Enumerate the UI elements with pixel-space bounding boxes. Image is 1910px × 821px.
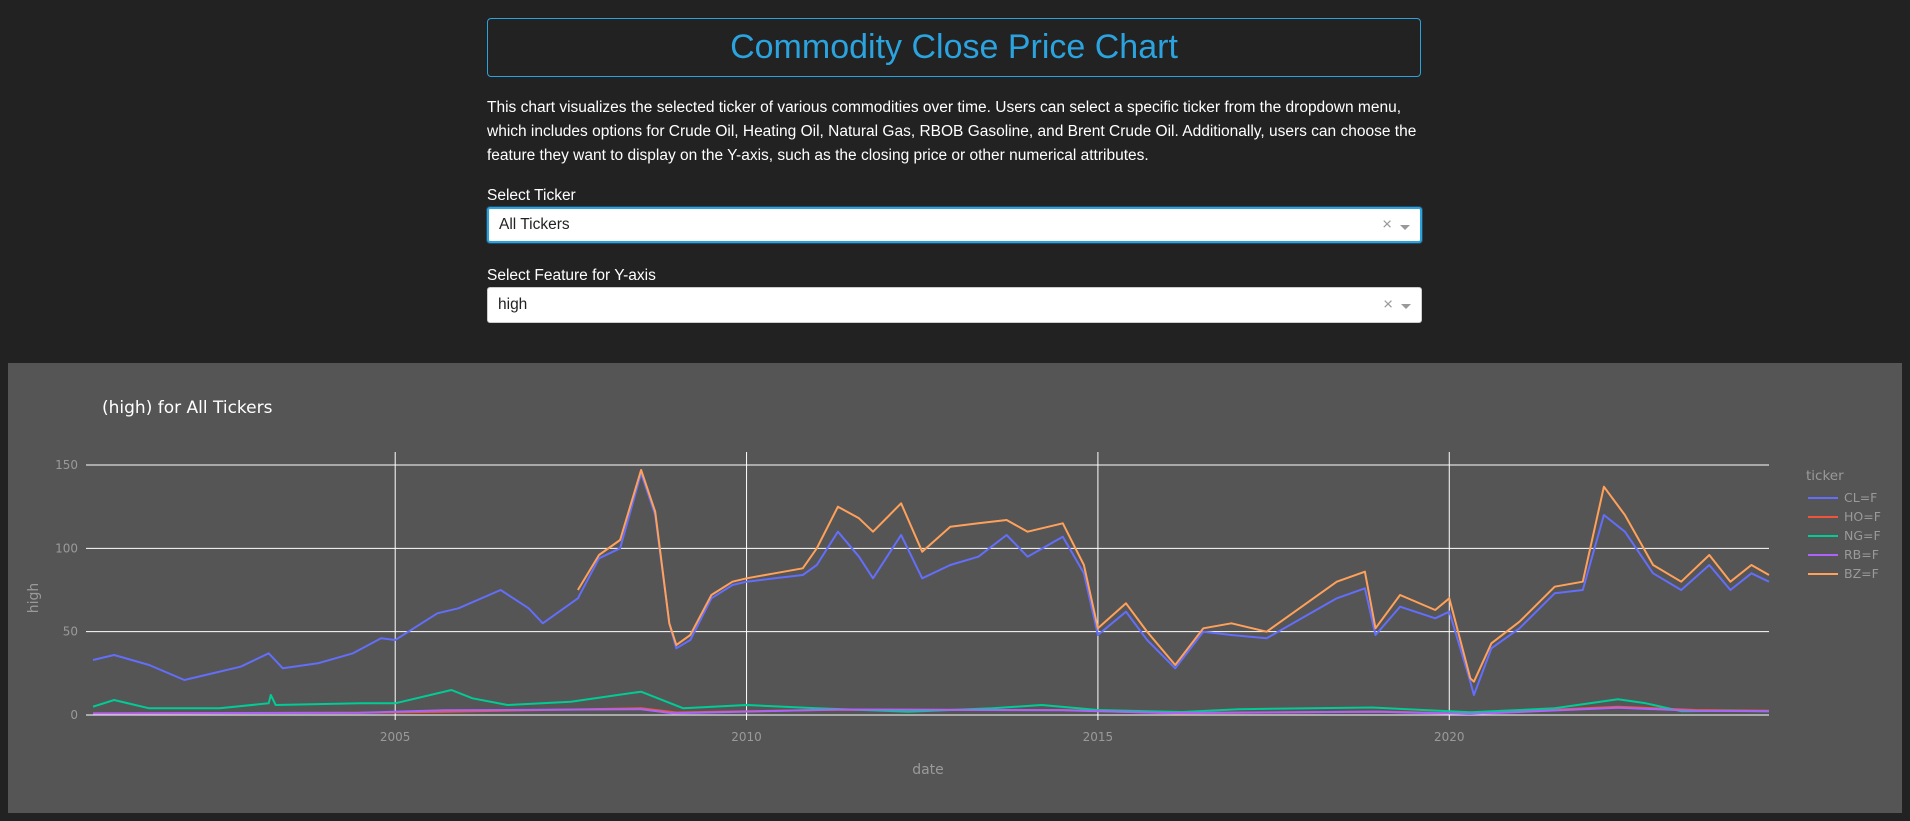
- x-tick-label: 2010: [731, 730, 762, 744]
- line-chart: (high) for All Tickers 0 50 100 150 2005 2010…: [26, 398, 1881, 778]
- series-line-rb-f[interactable]: [92, 706, 1770, 715]
- legend-title: ticker: [1806, 468, 1844, 484]
- ticker-dropdown[interactable]: All Tickers ×: [487, 207, 1422, 243]
- x-axis-label: date: [912, 762, 944, 778]
- ticker-clear-icon[interactable]: ×: [1382, 214, 1392, 234]
- y-axis-label: high: [26, 583, 42, 614]
- feature-dropdown-value: high: [498, 296, 528, 313]
- feature-select-label: Select Feature for Y-axis: [487, 267, 656, 284]
- feature-clear-icon[interactable]: ×: [1383, 294, 1393, 314]
- y-tick-label: 0: [70, 708, 78, 722]
- x-tick-label: 2015: [1083, 730, 1114, 744]
- x-tick-label: 2005: [380, 730, 411, 744]
- chart-panel: (high) for All Tickers 0 50 100 150 2005 2010…: [8, 363, 1902, 813]
- ticker-chevron-down-icon[interactable]: [1400, 225, 1410, 230]
- feature-chevron-down-icon[interactable]: [1401, 304, 1411, 309]
- series-line-bz-f[interactable]: [577, 469, 1770, 683]
- feature-dropdown[interactable]: high ×: [487, 287, 1422, 323]
- legend-item-label[interactable]: BZ=F: [1844, 566, 1879, 581]
- title-box: Commodity Close Price Chart: [487, 18, 1421, 77]
- series-line-cl-f[interactable]: [92, 472, 1770, 696]
- x-tick-label: 2020: [1434, 730, 1465, 744]
- chart-description: This chart visualizes the selected ticke…: [487, 99, 1417, 164]
- ticker-select-label: Select Ticker: [487, 187, 576, 204]
- ticker-dropdown-value: All Tickers: [499, 216, 570, 233]
- legend-item-label[interactable]: NG=F: [1844, 528, 1881, 543]
- y-tick-label: 50: [63, 625, 78, 639]
- legend-item-label[interactable]: RB=F: [1844, 547, 1879, 562]
- chart-title: (high) for All Tickers: [102, 398, 273, 418]
- y-tick-label: 150: [55, 458, 78, 472]
- legend-item-label[interactable]: CL=F: [1844, 490, 1877, 505]
- y-tick-label: 100: [55, 541, 78, 555]
- legend[interactable]: ticker CL=F HO=F NG=F RB=F BZ=F: [1806, 468, 1881, 581]
- page-title: Commodity Close Price Chart: [730, 28, 1178, 66]
- series-line-ng-f[interactable]: [92, 689, 1770, 714]
- legend-item-label[interactable]: HO=F: [1844, 509, 1881, 524]
